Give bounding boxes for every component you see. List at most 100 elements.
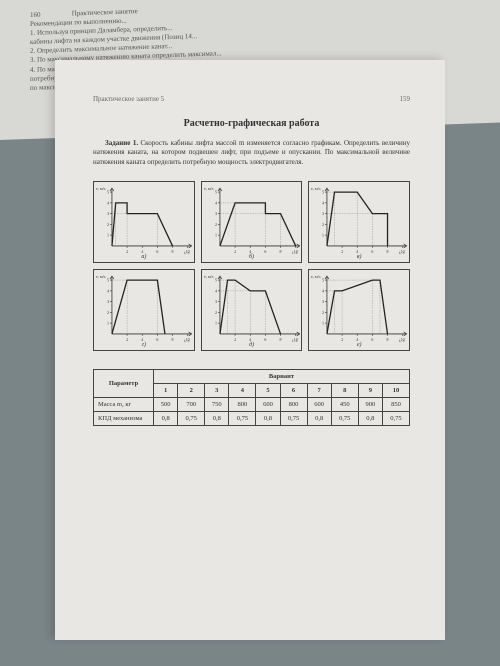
svg-text:2: 2 [126, 337, 128, 342]
svg-text:8: 8 [279, 337, 281, 342]
svg-text:3: 3 [322, 299, 324, 304]
svg-text:2: 2 [107, 310, 109, 315]
svg-text:10: 10 [401, 337, 405, 342]
svg-text:2: 2 [322, 310, 324, 315]
svg-text:5: 5 [322, 190, 324, 195]
value-cell: 0,75 [331, 412, 358, 426]
svg-text:2: 2 [341, 337, 343, 342]
svg-text:1: 1 [215, 321, 217, 326]
svg-text:6: 6 [372, 249, 374, 254]
svg-text:10: 10 [293, 337, 297, 342]
value-cell: 750 [205, 398, 229, 412]
data-table: ПараметрВариант12345678910Масса m, кг500… [93, 369, 410, 426]
table-row: Масса m, кг50070075080060080060045090085… [94, 398, 410, 412]
svg-text:2: 2 [126, 249, 128, 254]
chart-caption: д) [249, 342, 254, 348]
task-paragraph: Задание 1. Скорость кабины лифта массой … [93, 139, 410, 167]
col-header: 6 [280, 384, 307, 398]
chart-svg: v, м/сt, с24681012345 [94, 270, 194, 350]
svg-text:3: 3 [215, 211, 217, 216]
page-number-right: 159 [400, 95, 411, 103]
chart-caption: е) [357, 342, 362, 348]
value-cell: 0,8 [154, 412, 178, 426]
svg-text:v, м/с: v, м/с [203, 186, 213, 192]
svg-text:8: 8 [387, 337, 389, 342]
svg-text:5: 5 [107, 190, 109, 195]
svg-text:6: 6 [156, 249, 158, 254]
svg-text:5: 5 [215, 278, 217, 283]
param-cell: Масса m, кг [94, 398, 154, 412]
svg-text:4: 4 [322, 201, 324, 206]
svg-text:2: 2 [234, 249, 236, 254]
col-header: 10 [382, 384, 409, 398]
svg-text:5: 5 [215, 190, 217, 195]
variant-header: Вариант [154, 370, 410, 384]
chart-svg: v, м/сt, с24681012345 [309, 182, 409, 262]
svg-text:2: 2 [322, 222, 324, 227]
svg-text:5: 5 [322, 278, 324, 283]
svg-text:10: 10 [401, 249, 405, 254]
svg-text:2: 2 [107, 222, 109, 227]
value-cell: 700 [178, 398, 205, 412]
svg-text:2: 2 [234, 337, 236, 342]
col-header: 4 [229, 384, 256, 398]
svg-text:1: 1 [107, 321, 109, 326]
value-cell: 850 [382, 398, 409, 412]
task-label: Задание 1. [105, 139, 138, 147]
svg-text:1: 1 [107, 233, 109, 238]
svg-text:8: 8 [172, 249, 174, 254]
value-cell: 0,75 [382, 412, 409, 426]
value-cell: 450 [331, 398, 358, 412]
chart-caption: б) [249, 254, 254, 260]
value-cell: 0,8 [307, 412, 331, 426]
svg-text:6: 6 [264, 249, 266, 254]
svg-text:1: 1 [322, 321, 324, 326]
svg-text:v, м/с: v, м/с [203, 274, 213, 280]
svg-text:v, м/с: v, м/с [311, 274, 321, 280]
svg-text:3: 3 [107, 211, 109, 216]
value-cell: 600 [307, 398, 331, 412]
svg-text:4: 4 [107, 289, 109, 294]
svg-text:6: 6 [372, 337, 374, 342]
value-cell: 0,8 [205, 412, 229, 426]
svg-text:v, м/с: v, м/с [96, 274, 106, 280]
chart-f: v, м/сt, с24681012345е) [308, 269, 410, 351]
value-cell: 0,75 [178, 412, 205, 426]
value-cell: 0,75 [280, 412, 307, 426]
col-header: 3 [205, 384, 229, 398]
header-center-text: Практическое занятие 5 [93, 95, 164, 103]
chart-svg: v, м/сt, с24681012345 [202, 182, 302, 262]
svg-text:1: 1 [215, 233, 217, 238]
value-cell: 500 [154, 398, 178, 412]
svg-text:4: 4 [107, 201, 109, 206]
charts-grid: v, м/сt, с24681012345а)v, м/сt, с2468101… [93, 181, 410, 351]
chart-svg: v, м/сt, с24681012345 [94, 182, 194, 262]
svg-text:4: 4 [322, 289, 324, 294]
svg-text:3: 3 [107, 299, 109, 304]
task-body: Скорость кабины лифта массой m изменяетс… [93, 139, 410, 166]
svg-text:5: 5 [107, 278, 109, 283]
chart-caption: г) [142, 342, 146, 348]
svg-text:8: 8 [387, 249, 389, 254]
svg-text:6: 6 [156, 337, 158, 342]
value-cell: 800 [229, 398, 256, 412]
col-header: 9 [358, 384, 382, 398]
svg-text:v, м/с: v, м/с [96, 186, 106, 192]
chart-e: v, м/сt, с24681012345д) [201, 269, 303, 351]
chart-caption: а) [141, 254, 146, 260]
value-cell: 900 [358, 398, 382, 412]
svg-text:8: 8 [172, 337, 174, 342]
param-cell: КПД механизма [94, 412, 154, 426]
chart-b: v, м/сt, с24681012345б) [201, 181, 303, 263]
svg-text:4: 4 [215, 289, 217, 294]
svg-text:10: 10 [186, 337, 190, 342]
svg-text:2: 2 [215, 222, 217, 227]
svg-text:10: 10 [293, 249, 297, 254]
svg-text:4: 4 [215, 201, 217, 206]
value-cell: 0,8 [358, 412, 382, 426]
page-title: Расчетно-графическая работа [93, 118, 410, 129]
param-header: Параметр [94, 370, 154, 398]
svg-text:3: 3 [215, 299, 217, 304]
col-header: 2 [178, 384, 205, 398]
svg-text:2: 2 [215, 310, 217, 315]
